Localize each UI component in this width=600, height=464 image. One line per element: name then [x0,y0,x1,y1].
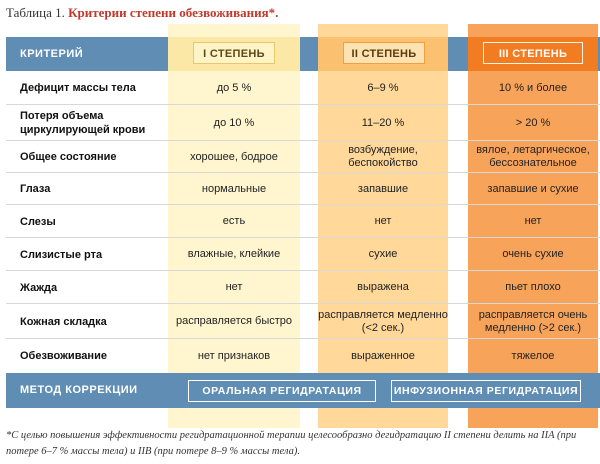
degree-1-value: нормальные [201,182,267,195]
row-criterion: Кожная складка [20,315,107,328]
degree-3-value: > 20 % [515,116,551,129]
row-divider [6,270,600,271]
row-divider [6,104,600,105]
degree-2-value: возбуждение, беспокойство [348,144,418,169]
degree-2-value: нет [374,215,392,227]
degree-2-value: расправляется медленно (<2 сек.) [318,308,448,334]
degree-1-value: расправляется быстро [175,315,293,327]
degree-2-value: 11–20 % [361,116,405,129]
row-criterion: Общее состояние [20,151,117,163]
degree-1-value: есть [222,215,246,227]
table-number: Таблица 1. [6,5,69,20]
row-divider [6,204,600,205]
degree-1-value: до 10 % [213,116,255,129]
degree-1-label: I СТЕПЕНЬ [193,42,275,64]
degree-2-value: 6–9 % [367,81,399,94]
row-criterion: Дефицит массы тела [20,82,136,94]
degree-3-column [468,24,598,428]
method-label: МЕТОД КОРРЕКЦИИ [20,384,138,396]
degree-2-value: выраженное [351,349,415,362]
row-criterion: Глаза [20,183,51,195]
degree-3-value: нет [524,215,542,227]
degree-1-value: влажные, клейкие [187,248,281,260]
table-row: Слизистые рта влажные, клейкие сухие оче… [0,238,600,271]
degree-3-value: 10 % и более [498,81,568,94]
degree-1-column [168,24,300,428]
row-divider [6,338,600,339]
infusion-rehydration-label: ИНФУЗИОННАЯ РЕГИДРАТАЦИЯ [391,380,581,402]
degree-2-label: II СТЕПЕНЬ [343,42,425,64]
row-divider [6,172,600,173]
footnote: *С целью повышения эффективности регидра… [6,430,577,457]
degree-3-label: III СТЕПЕНЬ [483,42,583,64]
degree-3-value: запавшие и сухие [487,182,579,195]
criterion-header: КРИТЕРИЙ [20,48,84,60]
table-row: Глаза нормальные запавшие запавшие и сух… [0,173,600,205]
degree-2-value: сухие [368,248,398,260]
table-title: Таблица 1. Критерии степени обезвоживани… [6,2,278,24]
degree-1-value: до 5 % [216,81,252,94]
degree-2-column [318,24,448,428]
table-row: Обезвоживание нет признаков выраженное т… [0,339,600,373]
degree-3-value: очень сухие [502,248,564,260]
oral-rehydration-label: ОРАЛЬНАЯ РЕГИДРАТАЦИЯ [188,380,376,402]
degree-3-value: тяжелое [511,349,555,362]
degree-3-value: расправляется очень медленно (>2 сек.) [478,308,588,334]
degree-1-value: нет [225,281,243,293]
table-row: Общее состояние хорошее, бодрое возбужде… [0,141,600,173]
table-caption: Критерии степени обезвоживания*. [68,5,279,20]
row-criterion: Слизистые рта [20,248,103,261]
table-row: Дефицит массы тела до 5 % 6–9 % 10 % и б… [0,71,600,105]
table-row: Потеря объема циркулирующей крови до 10 … [0,105,600,141]
table-row: Кожная складка расправляется быстро расп… [0,304,600,339]
degree-1-value: нет признаков [197,349,271,362]
row-divider [6,237,600,238]
degree-1-value: хорошее, бодрое [190,150,278,163]
degree-3-value: пьет плохо [505,281,561,293]
degree-2-value: запавшие [357,182,409,195]
degree-2-value: выражена [357,281,409,293]
row-criterion: Жажда [20,281,58,294]
row-divider [6,303,600,304]
row-criterion: Слезы [20,215,56,228]
table-row: Жажда нет выражена пьет плохо [0,271,600,304]
degree-3-value: вялое, летаргическое, бессознательное [476,144,590,169]
row-criterion: Обезвоживание [20,350,107,362]
row-divider [6,140,600,141]
row-criterion: Потеря объема циркулирующей крови [20,110,146,136]
table-row: Слезы есть нет нет [0,205,600,238]
